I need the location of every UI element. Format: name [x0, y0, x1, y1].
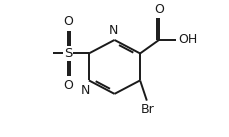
Text: Br: Br [141, 103, 154, 116]
Text: O: O [64, 79, 74, 92]
Text: OH: OH [178, 33, 197, 46]
Text: S: S [64, 47, 72, 60]
Text: O: O [154, 3, 164, 16]
Text: O: O [64, 15, 74, 28]
Text: N: N [109, 24, 119, 37]
Text: N: N [81, 84, 90, 97]
